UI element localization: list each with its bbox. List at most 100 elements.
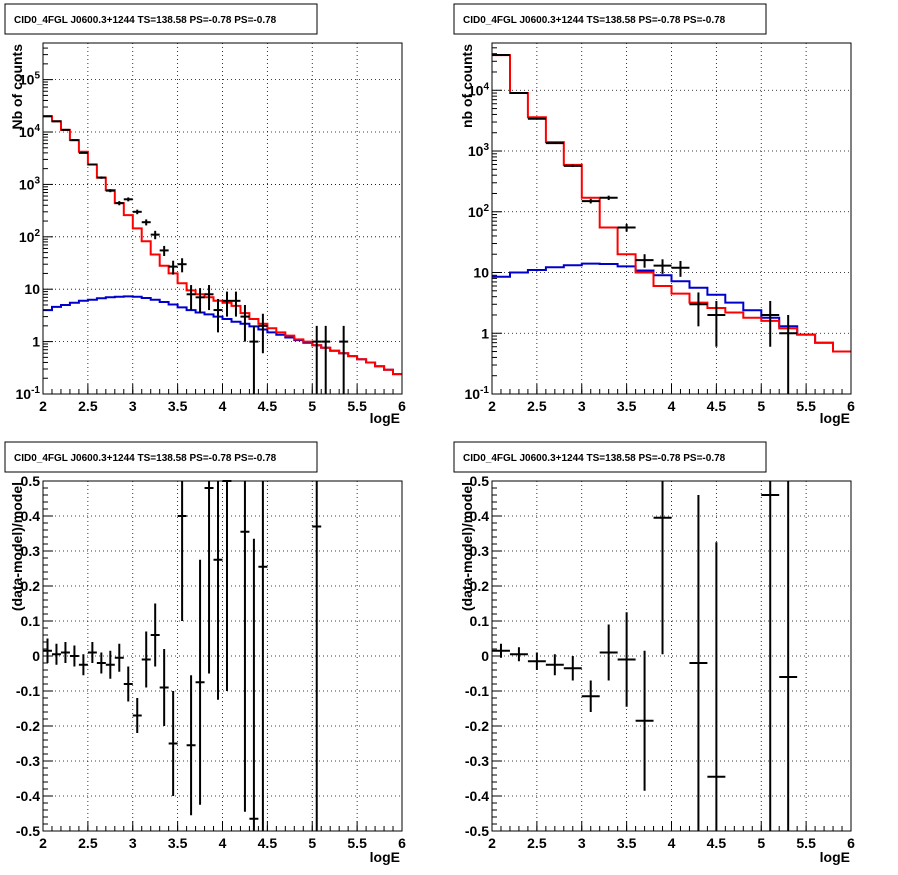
data-point — [213, 299, 223, 333]
data-point — [617, 223, 636, 232]
title-box — [453, 3, 767, 35]
residual-point — [177, 481, 187, 621]
data-point — [563, 164, 582, 168]
x-axis-label: logE — [820, 849, 850, 865]
data-point — [545, 142, 564, 145]
residual-point — [78, 654, 88, 676]
chart-title: CID0_4FGL J0600.3+1244 TS=138.58 PS=-0.7… — [463, 453, 726, 464]
x-tick-label: 2 — [488, 835, 496, 851]
data-point — [635, 254, 654, 268]
y-tick-label: 0.5 — [470, 473, 490, 489]
residual-point — [509, 647, 528, 662]
axis-ticks: 2 2.5 3 3.5 4 4.5 5 5.5 6 -0.5 -0.4 -0.3 -0.2 -0.1 0 0.… — [465, 473, 855, 851]
residual-point — [186, 675, 196, 816]
y-axis-label: Nb of counts — [9, 44, 25, 130]
y-tick-label: 0.2 — [21, 578, 41, 594]
x-tick-label: 5 — [308, 835, 316, 851]
x-tick-label: 4.5 — [707, 835, 727, 851]
residual-point — [168, 691, 178, 796]
residual-point — [312, 481, 322, 831]
y-tick-label: 10-1 — [16, 385, 41, 402]
data-point — [249, 325, 259, 394]
y-tick-label: 0.3 — [470, 543, 490, 559]
data-point — [222, 291, 232, 317]
y-tick-label: 10-1 — [465, 385, 490, 402]
data-point — [707, 300, 726, 347]
y-tick-label: 104 — [468, 81, 490, 98]
x-tick-label: 2 — [39, 398, 47, 414]
residual-point — [87, 642, 97, 663]
x-tick-label: 2.5 — [527, 398, 547, 414]
residual-point — [545, 654, 564, 676]
y-tick-label: 1 — [481, 325, 489, 341]
x-tick-label: 4 — [219, 398, 227, 414]
residual-point — [249, 538, 259, 831]
residual-point — [123, 666, 133, 702]
data-point — [689, 292, 708, 327]
y-tick-label: -0.4 — [16, 788, 40, 804]
x-tick-label: 3.5 — [168, 835, 188, 851]
x-tick-label: 6 — [847, 835, 855, 851]
axis-ticks: 2 2.5 3 3.5 4 4.5 5 5.5 6 10-1 1 10 102 103 104 — [465, 47, 855, 414]
x-tick-label: 5 — [757, 835, 765, 851]
x-tick-label: 5.5 — [796, 398, 816, 414]
data-point — [258, 313, 268, 354]
x-tick-label: 6 — [398, 835, 406, 851]
residual-point — [213, 481, 223, 700]
axis-ticks: 2 2.5 3 3.5 4 4.5 5 5.5 6 -0.5 -0.4 -0.3 -0.2 -0.1 0 0.… — [16, 473, 406, 851]
data-point — [671, 260, 690, 277]
y-tick-label: 0.3 — [21, 543, 41, 559]
y-axis-label: (data-model)/model — [9, 482, 25, 611]
data-point — [321, 325, 331, 394]
data-point — [177, 258, 187, 273]
residual-point — [492, 643, 510, 658]
data-point — [581, 198, 600, 204]
x-tick-label: 4 — [219, 835, 227, 851]
data-point — [69, 139, 79, 142]
x-tick-label: 4 — [668, 835, 676, 851]
data-point — [132, 209, 142, 215]
y-tick-label: 0.4 — [21, 508, 41, 524]
grid-lines — [43, 43, 402, 394]
residual-point — [258, 481, 268, 831]
data-point — [653, 259, 672, 274]
residual-point — [132, 698, 142, 733]
y-tick-label: 0 — [481, 648, 489, 664]
counts-panel-left: CID0_4FGL J0600.3+1244 TS=138.58 PS=-0.7… — [4, 3, 406, 426]
x-tick-label: 3 — [578, 835, 586, 851]
y-tick-label: 10 — [24, 281, 40, 297]
x-tick-label: 2.5 — [527, 835, 547, 851]
counts-panel-right: CID0_4FGL J0600.3+1244 TS=138.58 PS=-0.7… — [453, 3, 855, 426]
chart-title: CID0_4FGL J0600.3+1244 TS=138.58 PS=-0.7… — [463, 15, 726, 26]
y-tick-label: 0.4 — [470, 508, 490, 524]
data-point — [141, 219, 151, 226]
residual-point — [581, 680, 600, 712]
y-axis-label: nb of counts — [459, 44, 475, 128]
x-tick-label: 5.5 — [347, 398, 367, 414]
y-tick-label: 102 — [468, 203, 490, 220]
y-tick-label: 0.1 — [21, 613, 41, 629]
chart-title: CID0_4FGL J0600.3+1244 TS=138.58 PS=-0.7… — [14, 15, 277, 26]
x-tick-label: 5.5 — [347, 835, 367, 851]
x-tick-label: 4.5 — [258, 835, 278, 851]
residual-point — [105, 650, 115, 679]
data-point — [168, 260, 178, 275]
data-point — [204, 285, 214, 311]
residual-panel-left: CID0_4FGL J0600.3+1244 TS=138.58 PS=-0.7… — [4, 441, 406, 865]
y-tick-label: 0.2 — [470, 578, 490, 594]
x-axis-label: logE — [370, 410, 400, 426]
data-point — [114, 201, 124, 206]
x-tick-label: 3.5 — [168, 398, 188, 414]
data-point — [509, 92, 528, 95]
residual-point — [195, 559, 205, 805]
y-tick-label: -0.5 — [465, 823, 489, 839]
residual-point — [150, 603, 160, 667]
y-tick-label: 1 — [32, 334, 40, 350]
residual-point — [141, 631, 151, 688]
x-tick-label: 3.5 — [617, 398, 637, 414]
residual-point — [779, 481, 798, 831]
axis-ticks: 2 2.5 3 3.5 4 4.5 5 5.5 6 10-1 1 10 102 103 104 105 — [16, 47, 406, 414]
y-tick-label: -0.3 — [16, 753, 40, 769]
data-point — [527, 117, 546, 120]
data-point — [159, 245, 169, 257]
